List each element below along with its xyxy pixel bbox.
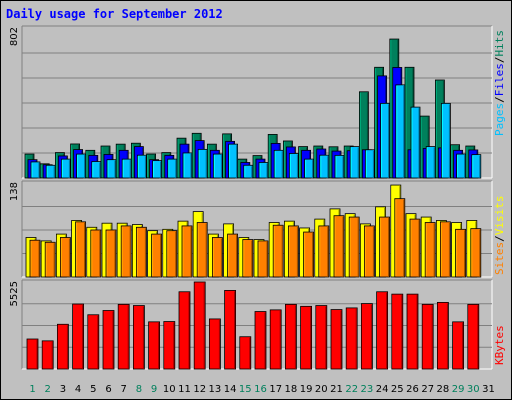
day-label: 25 [391, 384, 404, 395]
day-label: 19 [300, 384, 313, 395]
day-label: 15 [239, 384, 252, 395]
kbytes-bar [57, 324, 68, 369]
kbytes-bar [346, 308, 357, 369]
kbytes-bar [179, 292, 190, 369]
day-label: 21 [330, 384, 343, 395]
kbytes-bar [42, 341, 53, 369]
kbytes-bar [377, 292, 388, 369]
hits-axis-label-part: Files [493, 63, 506, 96]
kbytes-bar [149, 322, 160, 369]
hits-axis-label-part: Hits [493, 30, 506, 57]
day-label: 16 [254, 384, 267, 395]
hits-axis-label: Pages/Files/Hits [493, 30, 506, 136]
day-label: 24 [376, 384, 389, 395]
day-label: 17 [269, 384, 282, 395]
kbytes-bar [209, 319, 220, 369]
kbytes-bar [103, 311, 114, 369]
kbytes-bar [164, 322, 175, 369]
day-label: 1 [29, 384, 35, 395]
day-label: 9 [151, 384, 157, 395]
kbytes-bar [118, 304, 129, 369]
visits-axis-label-part: / [493, 235, 506, 242]
visits-axis-label-part: Visits [493, 196, 506, 236]
kbytes-bar [285, 304, 296, 369]
kbytes-axis-label: KBytes [493, 325, 506, 365]
day-label: 23 [361, 384, 374, 395]
day-label: 20 [315, 384, 328, 395]
hits-axis-label-part: / [493, 57, 506, 64]
day-label: 31 [482, 384, 495, 395]
day-label: 29 [452, 384, 465, 395]
day-label: 7 [121, 384, 127, 395]
kbytes-bar [331, 310, 342, 369]
kbytes-bar [225, 290, 236, 369]
kbytes-bar [301, 306, 312, 369]
day-label: 13 [209, 384, 222, 395]
day-label: 26 [406, 384, 419, 395]
kbytes-axis-label-part: KBytes [493, 325, 506, 365]
day-label: 18 [285, 384, 298, 395]
visits-axis-label: Sites/Visits [493, 196, 506, 276]
visits-max-label: 138 [9, 182, 20, 201]
day-label: 22 [345, 384, 358, 395]
hits-axis-label-part: Pages [493, 103, 506, 136]
visits-axis-label-part: Sites [493, 242, 506, 275]
day-label: 4 [75, 384, 81, 395]
kbytes-bar [194, 282, 205, 369]
kbytes-bar [27, 339, 38, 369]
kbytes-bar [316, 306, 327, 369]
day-label: 11 [178, 384, 191, 395]
kbytes-max-label: 5525 [9, 281, 20, 306]
day-label: 8 [136, 384, 142, 395]
hits-axis-label-part: / [493, 96, 506, 103]
kbytes-bar [88, 315, 99, 369]
kbytes-bar [270, 310, 281, 369]
kbytes-bar [240, 337, 251, 369]
day-label: 30 [467, 384, 480, 395]
kbytes-bar [133, 306, 144, 369]
day-label: 5 [90, 384, 96, 395]
day-label: 12 [193, 384, 206, 395]
day-label: 6 [105, 384, 111, 395]
kbytes-bar [392, 294, 403, 369]
kbytes-bar [407, 294, 418, 369]
kbytes-bar [255, 312, 266, 369]
day-label: 28 [437, 384, 450, 395]
kbytes-bar [437, 302, 448, 369]
day-label: 27 [421, 384, 434, 395]
kbytes-bar [361, 304, 372, 369]
day-label: 2 [45, 384, 51, 395]
hits-max-label: 802 [9, 27, 20, 46]
kbytes-bar [468, 304, 479, 369]
kbytes-bar [73, 304, 84, 369]
kbytes-bar [453, 322, 464, 369]
day-label: 10 [163, 384, 176, 395]
kbytes-bar [422, 304, 433, 369]
day-label: 3 [60, 384, 66, 395]
day-label: 14 [224, 384, 237, 395]
